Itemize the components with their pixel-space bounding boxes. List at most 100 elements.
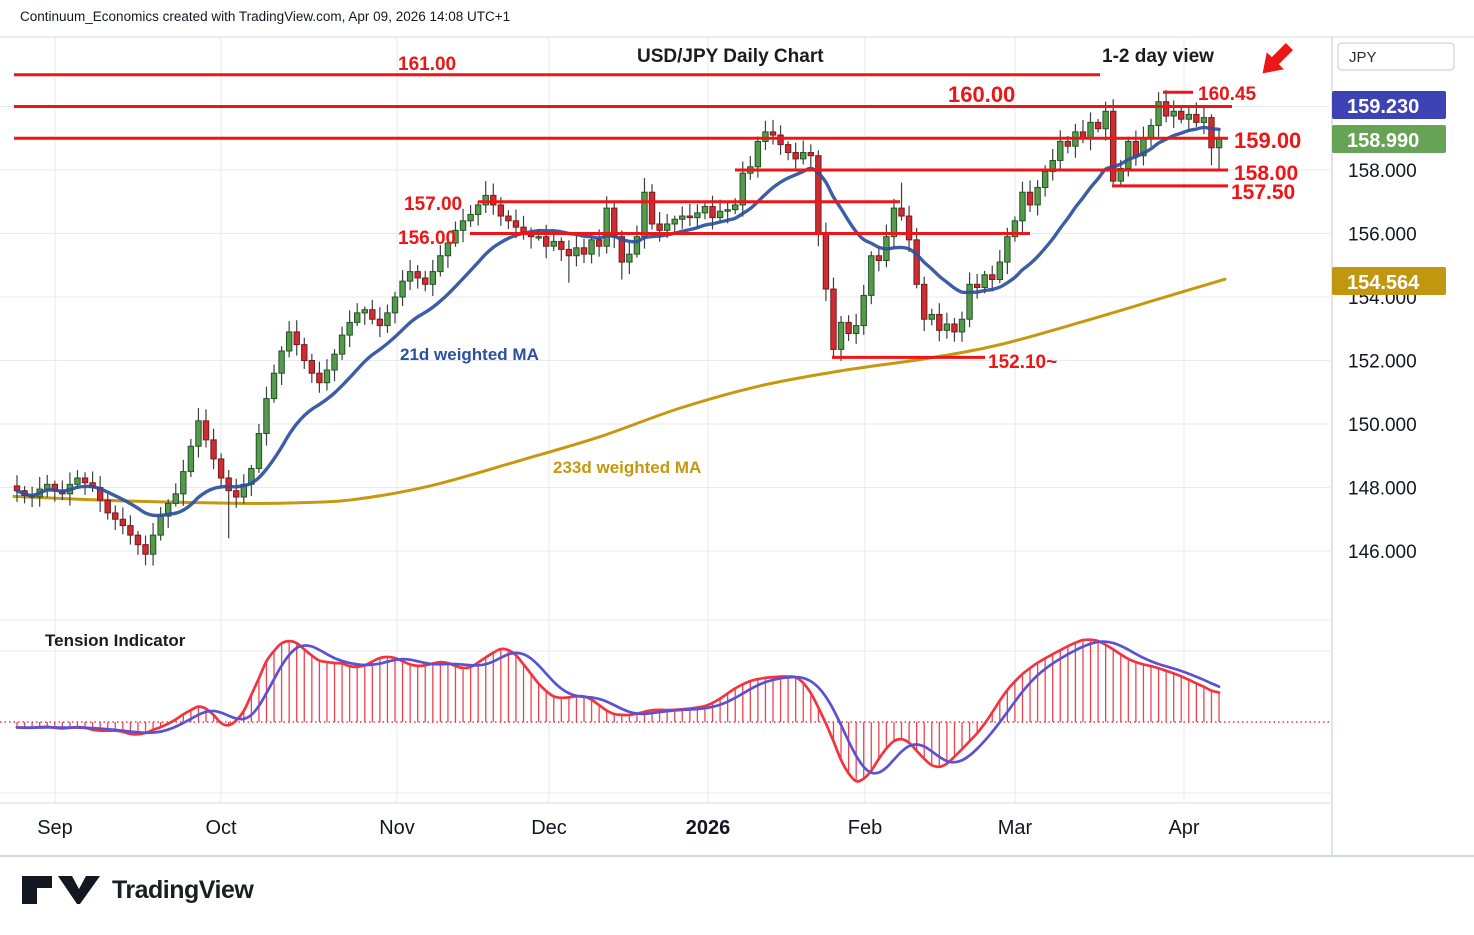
- down-right-arrow-icon: [1262, 43, 1293, 74]
- tension-indicator-pane[interactable]: [0, 620, 1330, 805]
- candle: [195, 408, 202, 458]
- candle: [603, 196, 610, 254]
- candle: [830, 277, 837, 358]
- candle: [255, 423, 263, 473]
- candle: [482, 181, 489, 214]
- time-axis-label-Dec: Dec: [531, 817, 567, 839]
- candle: [671, 215, 678, 235]
- candle: [966, 272, 973, 328]
- candle: [505, 210, 512, 229]
- candle: [845, 315, 852, 341]
- price-badge: [1332, 267, 1446, 295]
- candle: [913, 227, 920, 289]
- tradingview-logo[interactable]: TradingView: [20, 872, 254, 908]
- candle: [172, 483, 179, 507]
- attribution-text: Continuum_Economics created with Trading…: [20, 9, 511, 24]
- candle: [1011, 216, 1019, 242]
- level-label: 161.00: [398, 54, 456, 75]
- time-axis-label-Mar: Mar: [998, 817, 1033, 839]
- candle: [127, 515, 134, 545]
- time-axis-label-Sep: Sep: [37, 817, 73, 839]
- candle: [474, 201, 482, 226]
- candle: [104, 494, 111, 520]
- candle: [921, 276, 928, 332]
- time-axis[interactable]: [0, 805, 1330, 857]
- candle: [263, 386, 270, 446]
- candle: [134, 531, 142, 555]
- candle: [293, 320, 300, 356]
- candle: [467, 205, 474, 227]
- candle: [905, 205, 913, 252]
- level-label: 156.00: [398, 228, 456, 249]
- candle: [180, 459, 187, 506]
- candle: [1019, 181, 1026, 233]
- candle: [376, 307, 384, 338]
- candle: [142, 535, 149, 566]
- candle: [792, 142, 799, 171]
- candle: [384, 304, 391, 333]
- candle: [875, 246, 883, 272]
- tension-histogram: [16, 639, 1220, 782]
- candle: [452, 221, 459, 247]
- price-badge-value: 158.990: [1347, 130, 1419, 152]
- candle: [308, 353, 316, 383]
- candle: [210, 428, 217, 470]
- candle: [369, 299, 376, 325]
- price-tick: 152.000: [1348, 352, 1417, 373]
- ma-fast-line: [15, 125, 1221, 518]
- candle: [74, 470, 81, 489]
- candle: [807, 144, 814, 168]
- time-axis-label-Apr: Apr: [1168, 817, 1199, 839]
- candle: [1178, 106, 1185, 124]
- candle: [1026, 180, 1034, 213]
- candle: [361, 306, 368, 325]
- candle: [868, 251, 875, 305]
- candle: [890, 198, 898, 249]
- level-label: 158.00: [1234, 162, 1298, 185]
- main-price-pane[interactable]: [0, 37, 1330, 620]
- candle: [928, 308, 935, 326]
- ma-slow-label: 233d weighted MA: [553, 458, 701, 477]
- level-label: 160.00: [948, 82, 1015, 107]
- price-badge-value: 154.564: [1347, 272, 1420, 294]
- candle: [1200, 107, 1208, 135]
- currency-label-box[interactable]: [1337, 42, 1455, 71]
- tension-fast-line: [15, 638, 1221, 783]
- time-axis-label-Oct: Oct: [205, 817, 237, 839]
- time-axis-label-2026: 2026: [686, 817, 731, 839]
- candle: [648, 184, 656, 230]
- price-scale-axis[interactable]: [1332, 37, 1474, 805]
- candle: [233, 478, 240, 508]
- candle: [406, 260, 414, 291]
- candle: [490, 183, 497, 215]
- level-label: 160.45: [1198, 84, 1257, 105]
- candle: [1185, 105, 1192, 132]
- time-axis-label-Feb: Feb: [848, 817, 882, 839]
- candle: [958, 311, 966, 342]
- candle: [422, 270, 429, 292]
- candle: [694, 204, 701, 229]
- candle: [316, 361, 323, 393]
- candle: [686, 203, 694, 227]
- candle: [459, 208, 467, 243]
- candle: [187, 438, 195, 478]
- candle: [558, 237, 565, 262]
- candle: [437, 245, 444, 277]
- candle: [414, 265, 421, 289]
- candle: [444, 238, 452, 268]
- candle: [951, 318, 958, 342]
- candle: [989, 265, 996, 292]
- price-tick: 156.000: [1348, 225, 1417, 246]
- candle: [679, 206, 686, 229]
- candle: [936, 303, 943, 342]
- level-label: 157.50: [1231, 181, 1295, 204]
- price-tick: 148.000: [1348, 479, 1417, 500]
- candle: [81, 472, 89, 495]
- candle: [217, 453, 225, 488]
- candle: [1034, 180, 1041, 216]
- candle: [837, 315, 845, 361]
- level-label: 152.10~: [988, 352, 1057, 373]
- candle: [1155, 92, 1162, 137]
- candle: [973, 273, 981, 299]
